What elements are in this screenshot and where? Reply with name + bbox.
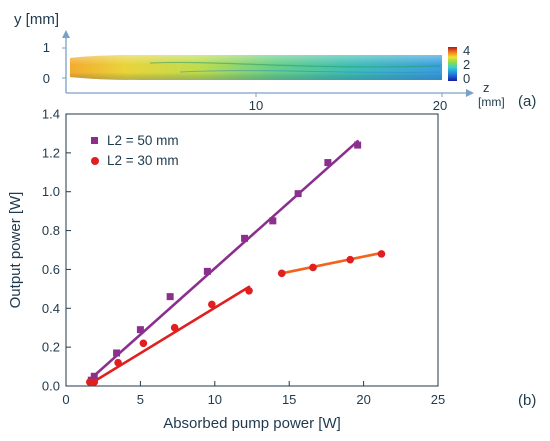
heatmap-x-arrow-icon [466, 89, 474, 97]
data-points [86, 141, 386, 386]
heatmap-ytick-label: 1 [43, 40, 50, 55]
panel-a-label: (a) [518, 93, 536, 110]
ytick-label: 0.0 [42, 379, 60, 394]
heatmap-texture [149, 61, 441, 68]
heatmap-xaxis-name: z [483, 80, 490, 95]
xtick-label: 25 [431, 392, 445, 407]
panel-b-label: (b) [518, 392, 536, 409]
ytick-label: 1.4 [42, 107, 60, 122]
point-l2-50 [166, 293, 174, 301]
y-ticks: 0.0 0.2 0.4 0.6 0.8 1.0 1.2 1.4 [42, 107, 71, 394]
ytick-label: 0.2 [42, 340, 60, 355]
heatmap-xaxis-unit: [mm] [478, 95, 505, 109]
xtick-label: 15 [282, 392, 296, 407]
colorbar-tick-label: 4 [463, 43, 470, 58]
point-l2-50 [90, 372, 98, 380]
fit-lines [88, 139, 383, 386]
colorbar-tick-label: 2 [463, 57, 470, 72]
x-axis-title: Absorbed pump power [W] [163, 415, 341, 432]
point-l2-30 [139, 339, 148, 348]
point-l2-50 [269, 217, 277, 225]
heatmap-ylabel: y [mm] [14, 11, 59, 28]
legend-label: L2 = 50 mm [107, 133, 179, 148]
y-axis-title: Output power [W] [7, 192, 24, 309]
point-l2-30 [208, 300, 216, 309]
heatmap-xtick-label: 20 [433, 98, 447, 113]
heatmap-ytick-label: 0 [43, 71, 50, 86]
ytick-label: 0.8 [42, 223, 60, 238]
xtick-label: 0 [62, 392, 69, 407]
point-l2-30 [114, 358, 122, 367]
point-l2-30 [277, 269, 286, 278]
legend: L2 = 50 mm L2 = 30 mm [91, 133, 179, 168]
point-l2-50 [241, 234, 249, 242]
xtick-label: 10 [208, 392, 222, 407]
point-l2-30 [170, 323, 179, 332]
x-ticks: 0 5 10 15 20 25 [62, 381, 445, 407]
heatmap-texture [179, 70, 441, 73]
point-l2-50 [113, 349, 121, 357]
legend-label: L2 = 30 mm [107, 153, 179, 168]
point-l2-30 [245, 287, 253, 295]
heatmap-xtick-label: 10 [249, 98, 263, 113]
point-l2-50 [136, 326, 144, 334]
xtick-label: 5 [137, 392, 144, 407]
heatmap-panel: y [mm] 1 0 10 20 z [mm] 4 2 0 (a) [14, 11, 536, 113]
scatter-panel: 0.0 0.2 0.4 0.6 0.8 1.0 1.2 1.4 0 5 10 15 20 25 Outp… [7, 107, 536, 433]
point-l2-30 [377, 250, 386, 258]
point-l2-30 [346, 255, 355, 264]
heatmap-y-arrow-icon [62, 30, 70, 38]
ytick-label: 0.6 [42, 262, 60, 277]
point-l2-30 [90, 378, 99, 386]
colorbar-tick-label: 0 [463, 71, 470, 86]
ytick-label: 0.4 [42, 301, 60, 316]
legend-marker-square [91, 137, 98, 144]
point-l2-30 [309, 263, 317, 272]
plot-frame [65, 113, 439, 387]
fit-line [88, 285, 251, 386]
colorbar [448, 47, 457, 81]
point-l2-50 [324, 159, 332, 167]
ytick-label: 1.0 [42, 184, 60, 199]
legend-marker-circle [91, 157, 99, 165]
ytick-label: 1.2 [42, 145, 60, 160]
point-l2-50 [203, 267, 211, 275]
point-l2-50 [294, 190, 302, 198]
fit-line [280, 251, 383, 275]
point-l2-50 [354, 141, 362, 149]
heatmap-beam-shading [70, 55, 442, 80]
fit-line [89, 139, 359, 380]
xtick-label: 20 [356, 392, 370, 407]
